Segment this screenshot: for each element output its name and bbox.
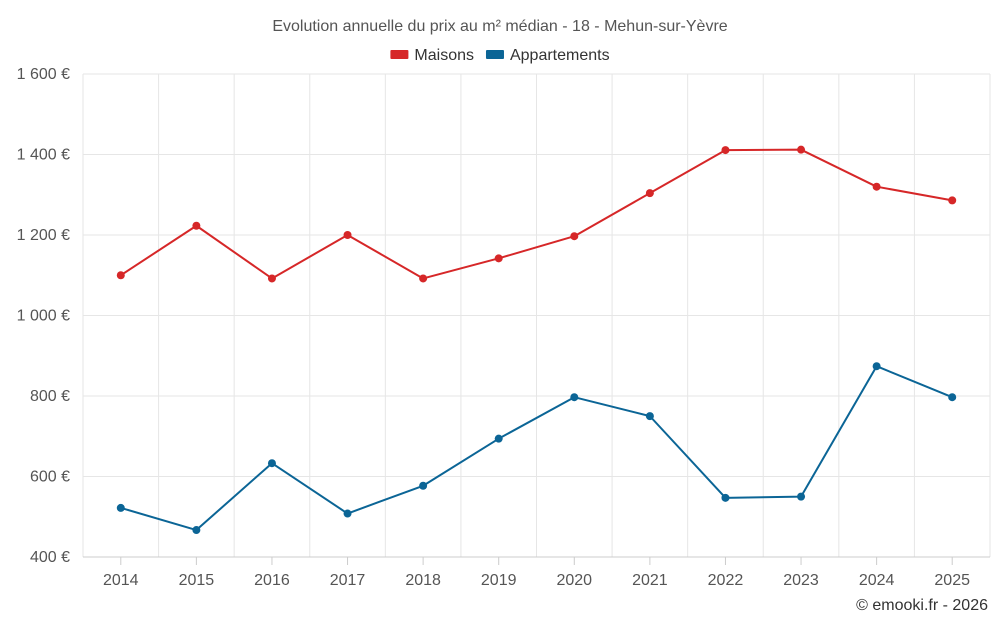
- x-tick-label: 2024: [859, 572, 895, 589]
- y-tick-label: 1 400 €: [17, 147, 70, 164]
- x-tick-label: 2021: [632, 572, 668, 589]
- data-point[interactable]: [192, 221, 201, 230]
- x-tick-label: 2023: [783, 572, 819, 589]
- y-axis-ticks: 400 € 600 € 800 € 1 000 € 1 200 € 1 400 € 1 60…: [17, 66, 70, 566]
- y-tick-label: 800 €: [30, 388, 70, 405]
- x-tick-label: 2015: [179, 572, 215, 589]
- x-tick-label: 2025: [934, 572, 970, 589]
- x-tick-label: 2014: [103, 572, 139, 589]
- data-point[interactable]: [872, 182, 881, 191]
- series-line: [120, 365, 953, 532]
- legend-swatch: [390, 50, 409, 59]
- data-point[interactable]: [494, 254, 503, 263]
- data-point[interactable]: [419, 481, 428, 490]
- data-point[interactable]: [645, 412, 654, 421]
- y-tick-label: 1 000 €: [17, 308, 70, 325]
- data-point[interactable]: [797, 492, 806, 501]
- y-tick-label: 600 €: [30, 469, 70, 486]
- x-tick-label: 2017: [330, 572, 366, 589]
- data-point[interactable]: [116, 271, 125, 280]
- legend: Maisons Appartements: [390, 47, 610, 64]
- data-point[interactable]: [343, 509, 352, 518]
- data-point[interactable]: [419, 274, 428, 283]
- x-tick-label: 2019: [481, 572, 517, 589]
- data-point[interactable]: [948, 393, 957, 402]
- x-gridlines: [82, 74, 991, 557]
- data-point[interactable]: [267, 274, 276, 283]
- data-point[interactable]: [267, 459, 276, 468]
- credit-text: © emooki.fr - 2026: [856, 597, 988, 614]
- data-point[interactable]: [570, 393, 579, 402]
- data-point[interactable]: [797, 145, 806, 154]
- y-tick-label: 400 €: [30, 549, 70, 566]
- legend-swatch: [485, 50, 504, 59]
- legend-item-maisons[interactable]: Maisons: [390, 47, 474, 64]
- x-tick-label: 2022: [708, 572, 744, 589]
- x-tick-label: 2016: [254, 572, 290, 589]
- data-point[interactable]: [872, 362, 881, 371]
- series-appartements: [116, 362, 957, 535]
- data-point[interactable]: [343, 231, 352, 239]
- data-point[interactable]: [116, 503, 125, 512]
- x-axis-ticks: 2014 2015 2016 2017 2018 2019 2020 2021 2022 2023…: [103, 557, 970, 589]
- data-point[interactable]: [721, 146, 730, 155]
- legend-item-appartements[interactable]: Appartements: [485, 47, 610, 64]
- x-tick-label: 2018: [405, 572, 441, 589]
- y-tick-label: 1 200 €: [17, 227, 70, 244]
- x-tick-label: 2020: [556, 572, 592, 589]
- series-line: [120, 148, 953, 280]
- series-layer: [116, 145, 957, 535]
- legend-label: Appartements: [510, 47, 610, 64]
- data-point[interactable]: [494, 434, 503, 443]
- y-tick-label: 1 600 €: [17, 66, 70, 83]
- chart-title: Evolution annuelle du prix au m² médian …: [272, 18, 727, 35]
- legend-label: Maisons: [414, 47, 474, 64]
- data-point[interactable]: [948, 196, 957, 205]
- data-point[interactable]: [192, 526, 201, 535]
- data-point[interactable]: [721, 493, 730, 502]
- data-point[interactable]: [570, 232, 579, 241]
- series-maisons: [116, 145, 957, 283]
- data-point[interactable]: [645, 189, 654, 198]
